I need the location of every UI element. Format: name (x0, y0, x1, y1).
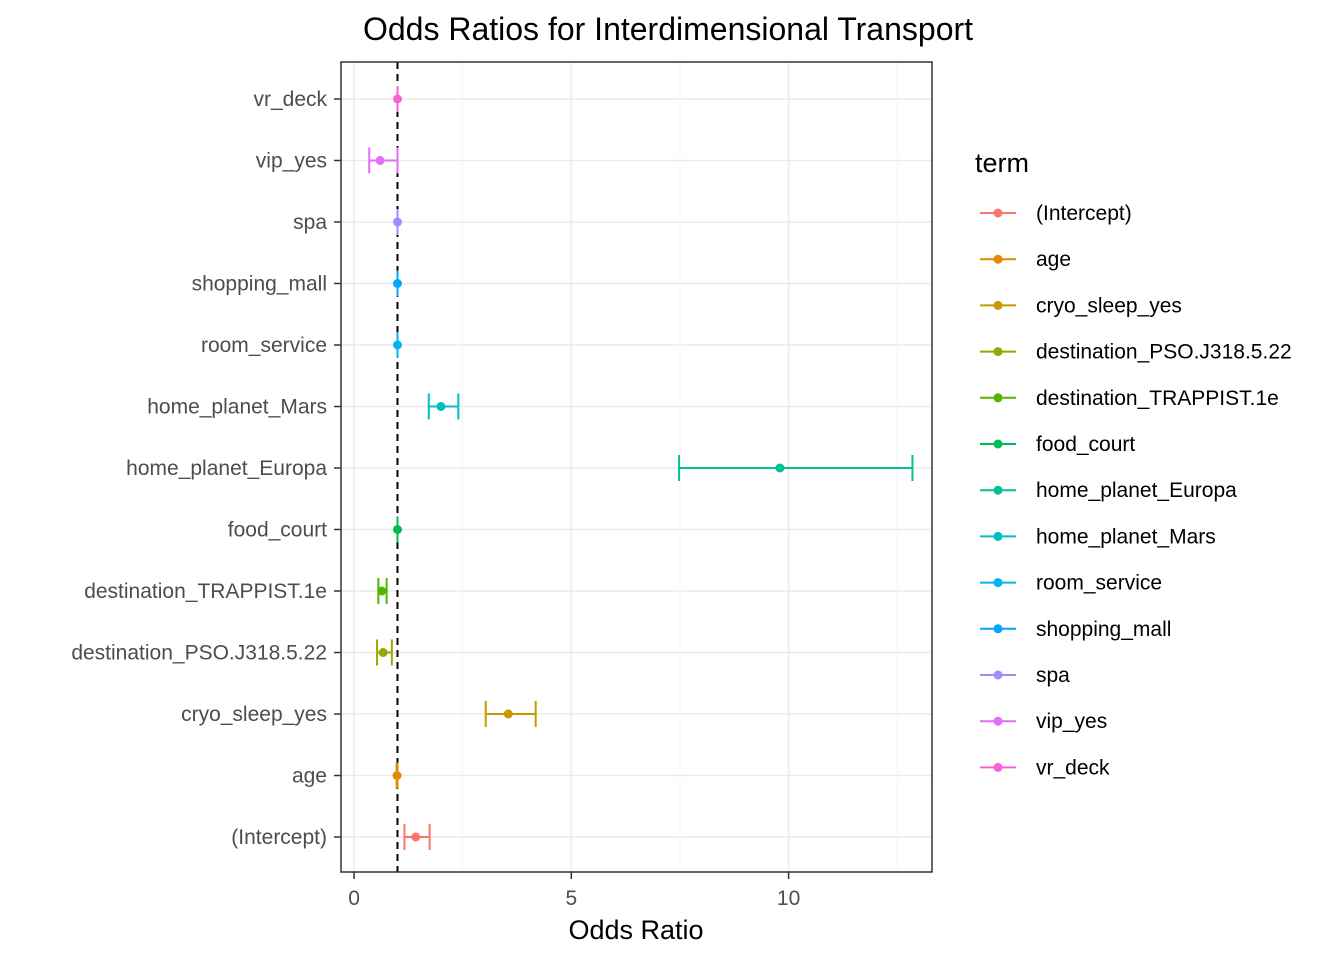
y-tick-label: vip_yes (256, 150, 327, 173)
chart-title: Odds Ratios for Interdimensional Transpo… (363, 11, 973, 47)
errorbar-vip_yes (368, 147, 399, 174)
legend-item: vip_yes (980, 710, 1107, 733)
legend-key-point (993, 716, 1003, 726)
point-estimate (392, 94, 402, 104)
y-tick-label: home_planet_Mars (147, 396, 327, 419)
legend-key-point (993, 762, 1003, 772)
legend-key-point (993, 531, 1003, 541)
errorbar-age (392, 762, 402, 789)
y-tick-label: room_service (201, 334, 327, 357)
point-estimate (392, 217, 402, 227)
point-estimate (411, 832, 421, 842)
errorbar-food_court (392, 516, 402, 543)
legend-key-point (993, 624, 1003, 634)
point-estimate (436, 402, 446, 411)
legend-label: destination_PSO.J318.5.22 (1036, 341, 1292, 364)
errorbar-(Intercept) (403, 824, 431, 850)
legend-key-point (993, 347, 1003, 357)
y-tick-label: (Intercept) (231, 826, 327, 849)
legend-label: (Intercept) (1036, 202, 1132, 225)
legend-key-point (993, 670, 1003, 680)
x-tick-label: 10 (777, 887, 800, 910)
legend-item: destination_TRAPPIST.1e (980, 387, 1279, 410)
legend-item: age (980, 248, 1071, 271)
legend-label: cryo_sleep_yes (1036, 294, 1182, 317)
legend-key-point (993, 254, 1003, 264)
legend-label: home_planet_Mars (1036, 525, 1216, 548)
legend-label: age (1036, 248, 1071, 271)
legend-title: term (975, 148, 1029, 178)
y-tick-label: home_planet_Europa (126, 457, 327, 480)
legend-label: shopping_mall (1036, 618, 1171, 641)
point-estimate (775, 463, 785, 473)
legend-item: (Intercept) (980, 202, 1132, 225)
point-estimate (392, 525, 402, 534)
legend-item: cryo_sleep_yes (980, 294, 1182, 317)
y-axis: (Intercept) age cryo_sleep_yes destination_… (71, 88, 341, 849)
legend-label: vr_deck (1036, 756, 1110, 779)
plot-panel-border (340, 61, 933, 873)
errorbar-destination_TRAPPIST.1e (377, 578, 388, 604)
point-estimate (377, 586, 387, 596)
y-tick-label: cryo_sleep_yes (181, 703, 327, 726)
legend-item: destination_PSO.J318.5.22 (980, 341, 1292, 364)
legend-item: home_planet_Mars (980, 525, 1216, 548)
marks (368, 86, 914, 850)
errorbar-home_planet_Mars (427, 393, 460, 420)
x-tick-label: 0 (348, 887, 360, 910)
y-tick-label: destination_TRAPPIST.1e (84, 580, 327, 603)
point-estimate (392, 279, 402, 288)
legend-item: home_planet_Europa (980, 479, 1237, 502)
legend-item: room_service (980, 572, 1162, 595)
legend-label: destination_TRAPPIST.1e (1036, 387, 1279, 410)
point-estimate (503, 709, 513, 719)
legend: term (Intercept) age cryo_sleep_yesdestina… (975, 148, 1292, 779)
errorbar-shopping_mall (392, 270, 402, 297)
legend-label: room_service (1036, 572, 1162, 595)
legend-label: spa (1036, 664, 1070, 687)
point-estimate (392, 771, 402, 780)
legend-key-point (993, 578, 1003, 588)
legend-item: spa (980, 664, 1070, 687)
legend-key-point (993, 300, 1003, 310)
errorbar-spa (392, 209, 402, 235)
legend-item: food_court (980, 433, 1135, 456)
legend-item: vr_deck (980, 756, 1110, 779)
point-estimate (375, 156, 385, 165)
legend-key-point (993, 208, 1003, 218)
x-tick-label: 5 (565, 887, 577, 910)
errorbar-room_service (392, 332, 402, 358)
legend-item: shopping_mall (980, 618, 1171, 641)
legend-key-point (993, 439, 1003, 449)
legend-key-point (993, 485, 1003, 495)
x-axis: 0 5 10 (348, 872, 800, 910)
y-tick-label: shopping_mall (192, 273, 327, 296)
point-estimate (392, 340, 402, 350)
errorbar-cryo_sleep_yes (484, 701, 537, 727)
legend-label: vip_yes (1036, 710, 1107, 733)
errorbar-vr_deck (392, 86, 402, 112)
y-tick-label: age (292, 765, 327, 788)
x-axis-title: Odds Ratio (568, 915, 703, 945)
y-tick-label: destination_PSO.J318.5.22 (71, 642, 327, 665)
y-tick-label: spa (293, 211, 327, 234)
legend-label: home_planet_Europa (1036, 479, 1237, 502)
errorbar-home_planet_Europa (678, 455, 914, 481)
y-tick-label: food_court (228, 519, 327, 542)
legend-key-point (993, 393, 1003, 403)
y-tick-label: vr_deck (253, 88, 327, 111)
point-estimate (378, 648, 388, 657)
errorbar-destination_PSO.J318.5.22 (376, 639, 393, 666)
legend-label: food_court (1036, 433, 1135, 456)
